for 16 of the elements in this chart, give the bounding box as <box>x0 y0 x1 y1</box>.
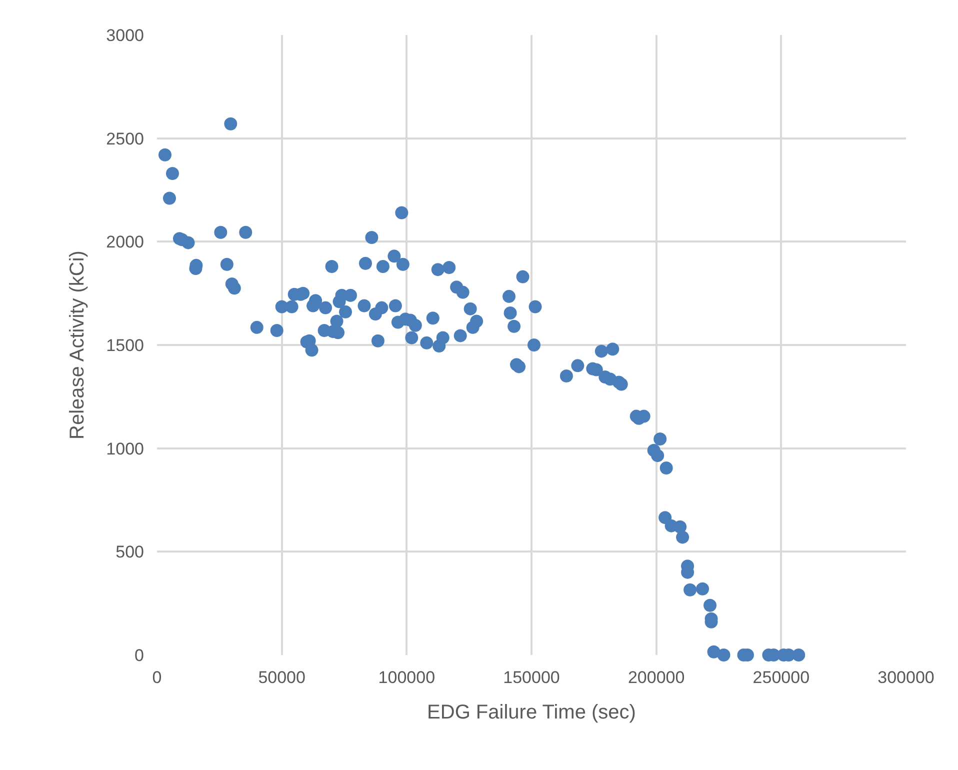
y-axis-title: Release Activity (kCi) <box>66 250 89 440</box>
y-tick-label: 1500 <box>106 336 144 355</box>
y-tick-label: 2000 <box>106 232 144 252</box>
x-tick-label: 50000 <box>258 668 306 687</box>
x-tick-label: 150000 <box>503 668 560 687</box>
x-tick-label: 200000 <box>628 668 685 687</box>
x-tick-label: 250000 <box>752 668 810 687</box>
x-tick-label: 300000 <box>878 668 934 687</box>
y-tick-label: 0 <box>134 646 144 665</box>
y-tick-label: 3000 <box>106 26 144 45</box>
y-tick-label: 2500 <box>106 129 144 148</box>
x-axis-title: EDG Failure Time (sec) <box>427 702 636 724</box>
x-tick-label: 0 <box>152 668 162 687</box>
y-tick-label: 500 <box>116 542 144 562</box>
x-tick-label: 100000 <box>378 668 436 687</box>
y-tick-label: 1000 <box>106 439 144 458</box>
